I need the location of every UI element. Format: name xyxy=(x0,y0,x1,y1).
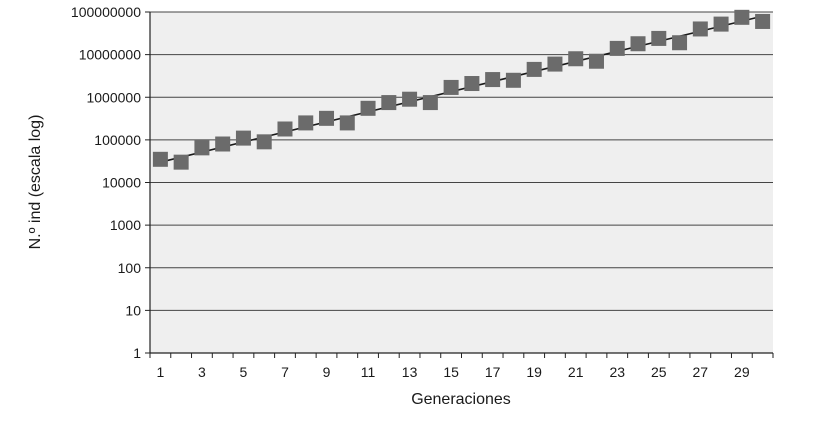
data-point xyxy=(568,51,584,67)
data-point xyxy=(339,115,355,131)
data-point xyxy=(755,13,771,29)
y-axis-title: N.º ind (escala log) xyxy=(27,115,44,250)
data-point xyxy=(713,16,729,32)
y-tick-label: 1000 xyxy=(110,217,141,233)
x-tick-label: 5 xyxy=(240,364,248,380)
data-point xyxy=(464,76,480,92)
data-point xyxy=(152,151,168,167)
y-tick-label: 10 xyxy=(125,302,141,318)
data-point xyxy=(443,79,459,95)
x-tick-label: 29 xyxy=(734,364,750,380)
axes xyxy=(145,11,774,358)
data-point xyxy=(485,72,501,88)
data-point xyxy=(422,95,438,111)
data-point xyxy=(173,154,189,170)
data-point xyxy=(734,9,750,25)
data-point xyxy=(319,110,335,126)
data-point xyxy=(672,35,688,51)
x-tick-labels: 1 3 5 7 9 11 13 15 17 19 21 23 25 27 29 xyxy=(156,364,749,380)
data-point xyxy=(194,140,210,156)
x-tick-label: 1 xyxy=(156,364,164,380)
x-tick-label: 7 xyxy=(281,364,289,380)
data-point xyxy=(360,100,376,116)
x-tick-label: 23 xyxy=(609,364,625,380)
data-point xyxy=(547,56,563,72)
x-tick-label: 13 xyxy=(402,364,418,380)
data-point xyxy=(651,30,667,46)
x-tick-label: 17 xyxy=(485,364,501,380)
x-tick-label: 3 xyxy=(198,364,206,380)
y-tick-label: 1000000 xyxy=(86,89,141,105)
data-point xyxy=(235,130,251,146)
y-tick-label: 100 xyxy=(118,260,142,276)
y-tick-label: 1 xyxy=(133,345,141,361)
y-tick-label: 10000000 xyxy=(79,47,142,63)
data-point xyxy=(298,115,314,131)
data-point xyxy=(692,21,708,37)
data-point xyxy=(277,121,293,137)
x-axis-title: Generaciones xyxy=(411,391,511,408)
data-point xyxy=(526,61,542,77)
x-tick-label: 25 xyxy=(651,364,667,380)
x-tick-label: 19 xyxy=(526,364,542,380)
data-point xyxy=(402,91,418,107)
data-point xyxy=(381,95,397,111)
data-point xyxy=(630,36,646,52)
data-point xyxy=(215,136,231,152)
x-tick-label: 15 xyxy=(443,364,459,380)
data-points xyxy=(152,9,771,170)
y-tick-label: 100000 xyxy=(94,132,141,148)
gridlines xyxy=(150,11,773,311)
y-tick-label: 100000000 xyxy=(71,4,141,20)
x-tick-label: 21 xyxy=(568,364,584,380)
y-tick-label: 10000 xyxy=(102,175,141,191)
data-point xyxy=(505,72,521,88)
data-point xyxy=(609,40,625,56)
y-tick-labels: 1 10 100 1000 10000 100000 1000000 10000000 1000… xyxy=(71,4,141,361)
x-tick-label: 27 xyxy=(693,364,709,380)
x-tick-label: 11 xyxy=(361,364,376,380)
x-tick-label: 9 xyxy=(323,364,331,380)
data-point xyxy=(588,53,604,69)
data-point xyxy=(256,134,272,150)
